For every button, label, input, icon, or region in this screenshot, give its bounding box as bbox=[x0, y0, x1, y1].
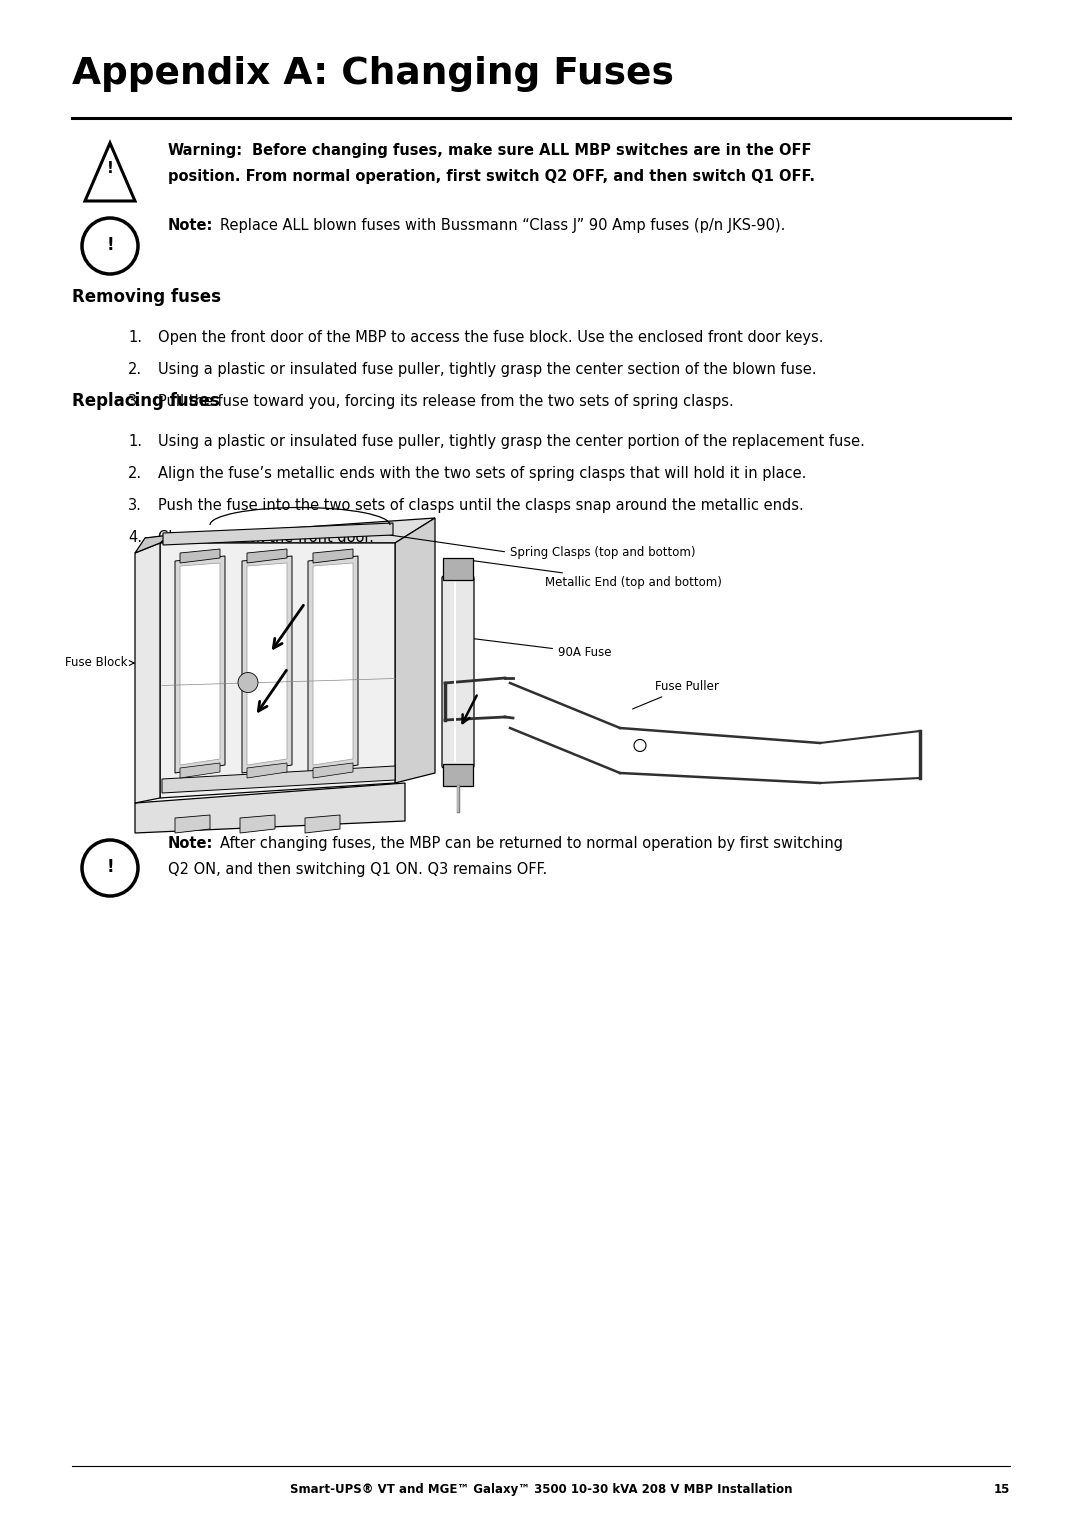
Text: Close and lock the front door.: Close and lock the front door. bbox=[158, 530, 374, 545]
Polygon shape bbox=[247, 762, 287, 778]
Polygon shape bbox=[313, 562, 353, 766]
Text: !: ! bbox=[107, 160, 113, 176]
Polygon shape bbox=[247, 562, 287, 766]
Polygon shape bbox=[247, 549, 287, 562]
Text: Using a plastic or insulated fuse puller, tightly grasp the center portion of th: Using a plastic or insulated fuse puller… bbox=[158, 434, 865, 449]
Text: 4.: 4. bbox=[129, 530, 141, 545]
Text: Using a plastic or insulated fuse puller, tightly grasp the center section of th: Using a plastic or insulated fuse puller… bbox=[158, 362, 816, 377]
Polygon shape bbox=[160, 542, 395, 798]
Text: Push the fuse into the two sets of clasps until the clasps snap around the metal: Push the fuse into the two sets of clasp… bbox=[158, 498, 804, 513]
Text: 1.: 1. bbox=[129, 330, 141, 345]
Polygon shape bbox=[175, 556, 225, 773]
Polygon shape bbox=[313, 762, 353, 778]
Polygon shape bbox=[240, 814, 275, 833]
Text: Removing fuses: Removing fuses bbox=[72, 287, 221, 306]
Text: Q2 ON, and then switching Q1 ON. Q3 remains OFF.: Q2 ON, and then switching Q1 ON. Q3 rema… bbox=[168, 862, 548, 877]
Text: After changing fuses, the MBP can be returned to normal operation by first switc: After changing fuses, the MBP can be ret… bbox=[220, 836, 843, 851]
FancyBboxPatch shape bbox=[443, 558, 473, 581]
Text: Fuse Puller: Fuse Puller bbox=[633, 680, 719, 709]
Polygon shape bbox=[145, 518, 435, 542]
Text: position. From normal operation, first switch Q2 OFF, and then switch Q1 OFF.: position. From normal operation, first s… bbox=[168, 170, 815, 183]
Circle shape bbox=[238, 672, 258, 692]
Polygon shape bbox=[180, 549, 220, 562]
Text: Open the front door of the MBP to access the fuse block. Use the enclosed front : Open the front door of the MBP to access… bbox=[158, 330, 824, 345]
Text: 2.: 2. bbox=[127, 466, 141, 481]
Text: Pull the fuse toward you, forcing its release from the two sets of spring clasps: Pull the fuse toward you, forcing its re… bbox=[158, 394, 733, 410]
FancyBboxPatch shape bbox=[443, 764, 473, 785]
Text: 1.: 1. bbox=[129, 434, 141, 449]
Text: 3.: 3. bbox=[129, 394, 141, 410]
Text: 15: 15 bbox=[994, 1484, 1010, 1496]
Text: Replacing fuses: Replacing fuses bbox=[72, 393, 219, 410]
Text: Note:: Note: bbox=[168, 219, 214, 232]
Polygon shape bbox=[175, 814, 210, 833]
Text: 3.: 3. bbox=[129, 498, 141, 513]
Text: Fuse Block: Fuse Block bbox=[65, 657, 134, 669]
Text: Metallic End (top and bottom): Metallic End (top and bottom) bbox=[471, 561, 721, 588]
Text: Smart-UPS® VT and MGE™ Galaxy™ 3500 10-30 kVA 208 V MBP Installation: Smart-UPS® VT and MGE™ Galaxy™ 3500 10-3… bbox=[289, 1484, 793, 1496]
Text: Note:: Note: bbox=[168, 836, 214, 851]
Text: Replace ALL blown fuses with Bussmann “Class J” 90 Amp fuses (p/n JKS-90).: Replace ALL blown fuses with Bussmann “C… bbox=[220, 219, 785, 232]
Text: !: ! bbox=[106, 235, 113, 254]
FancyBboxPatch shape bbox=[442, 576, 474, 769]
Text: Before changing fuses, make sure ALL MBP switches are in the OFF: Before changing fuses, make sure ALL MBP… bbox=[252, 144, 811, 157]
Polygon shape bbox=[180, 562, 220, 766]
Polygon shape bbox=[305, 814, 340, 833]
Circle shape bbox=[634, 740, 646, 752]
Polygon shape bbox=[135, 542, 160, 804]
Text: Align the fuse’s metallic ends with the two sets of spring clasps that will hold: Align the fuse’s metallic ends with the … bbox=[158, 466, 807, 481]
Polygon shape bbox=[308, 556, 357, 773]
Text: 2.: 2. bbox=[127, 362, 141, 377]
Text: !: ! bbox=[106, 859, 113, 876]
Polygon shape bbox=[135, 782, 405, 833]
Polygon shape bbox=[180, 762, 220, 778]
Text: Appendix A: Changing Fuses: Appendix A: Changing Fuses bbox=[72, 57, 674, 92]
Text: 90A Fuse: 90A Fuse bbox=[471, 639, 611, 659]
Polygon shape bbox=[313, 549, 353, 562]
Polygon shape bbox=[163, 523, 393, 545]
Polygon shape bbox=[395, 518, 435, 782]
Text: Spring Clasps (top and bottom): Spring Clasps (top and bottom) bbox=[357, 530, 696, 559]
Polygon shape bbox=[135, 535, 170, 553]
Polygon shape bbox=[242, 556, 292, 773]
Polygon shape bbox=[162, 766, 395, 793]
Text: Warning:: Warning: bbox=[168, 144, 243, 157]
